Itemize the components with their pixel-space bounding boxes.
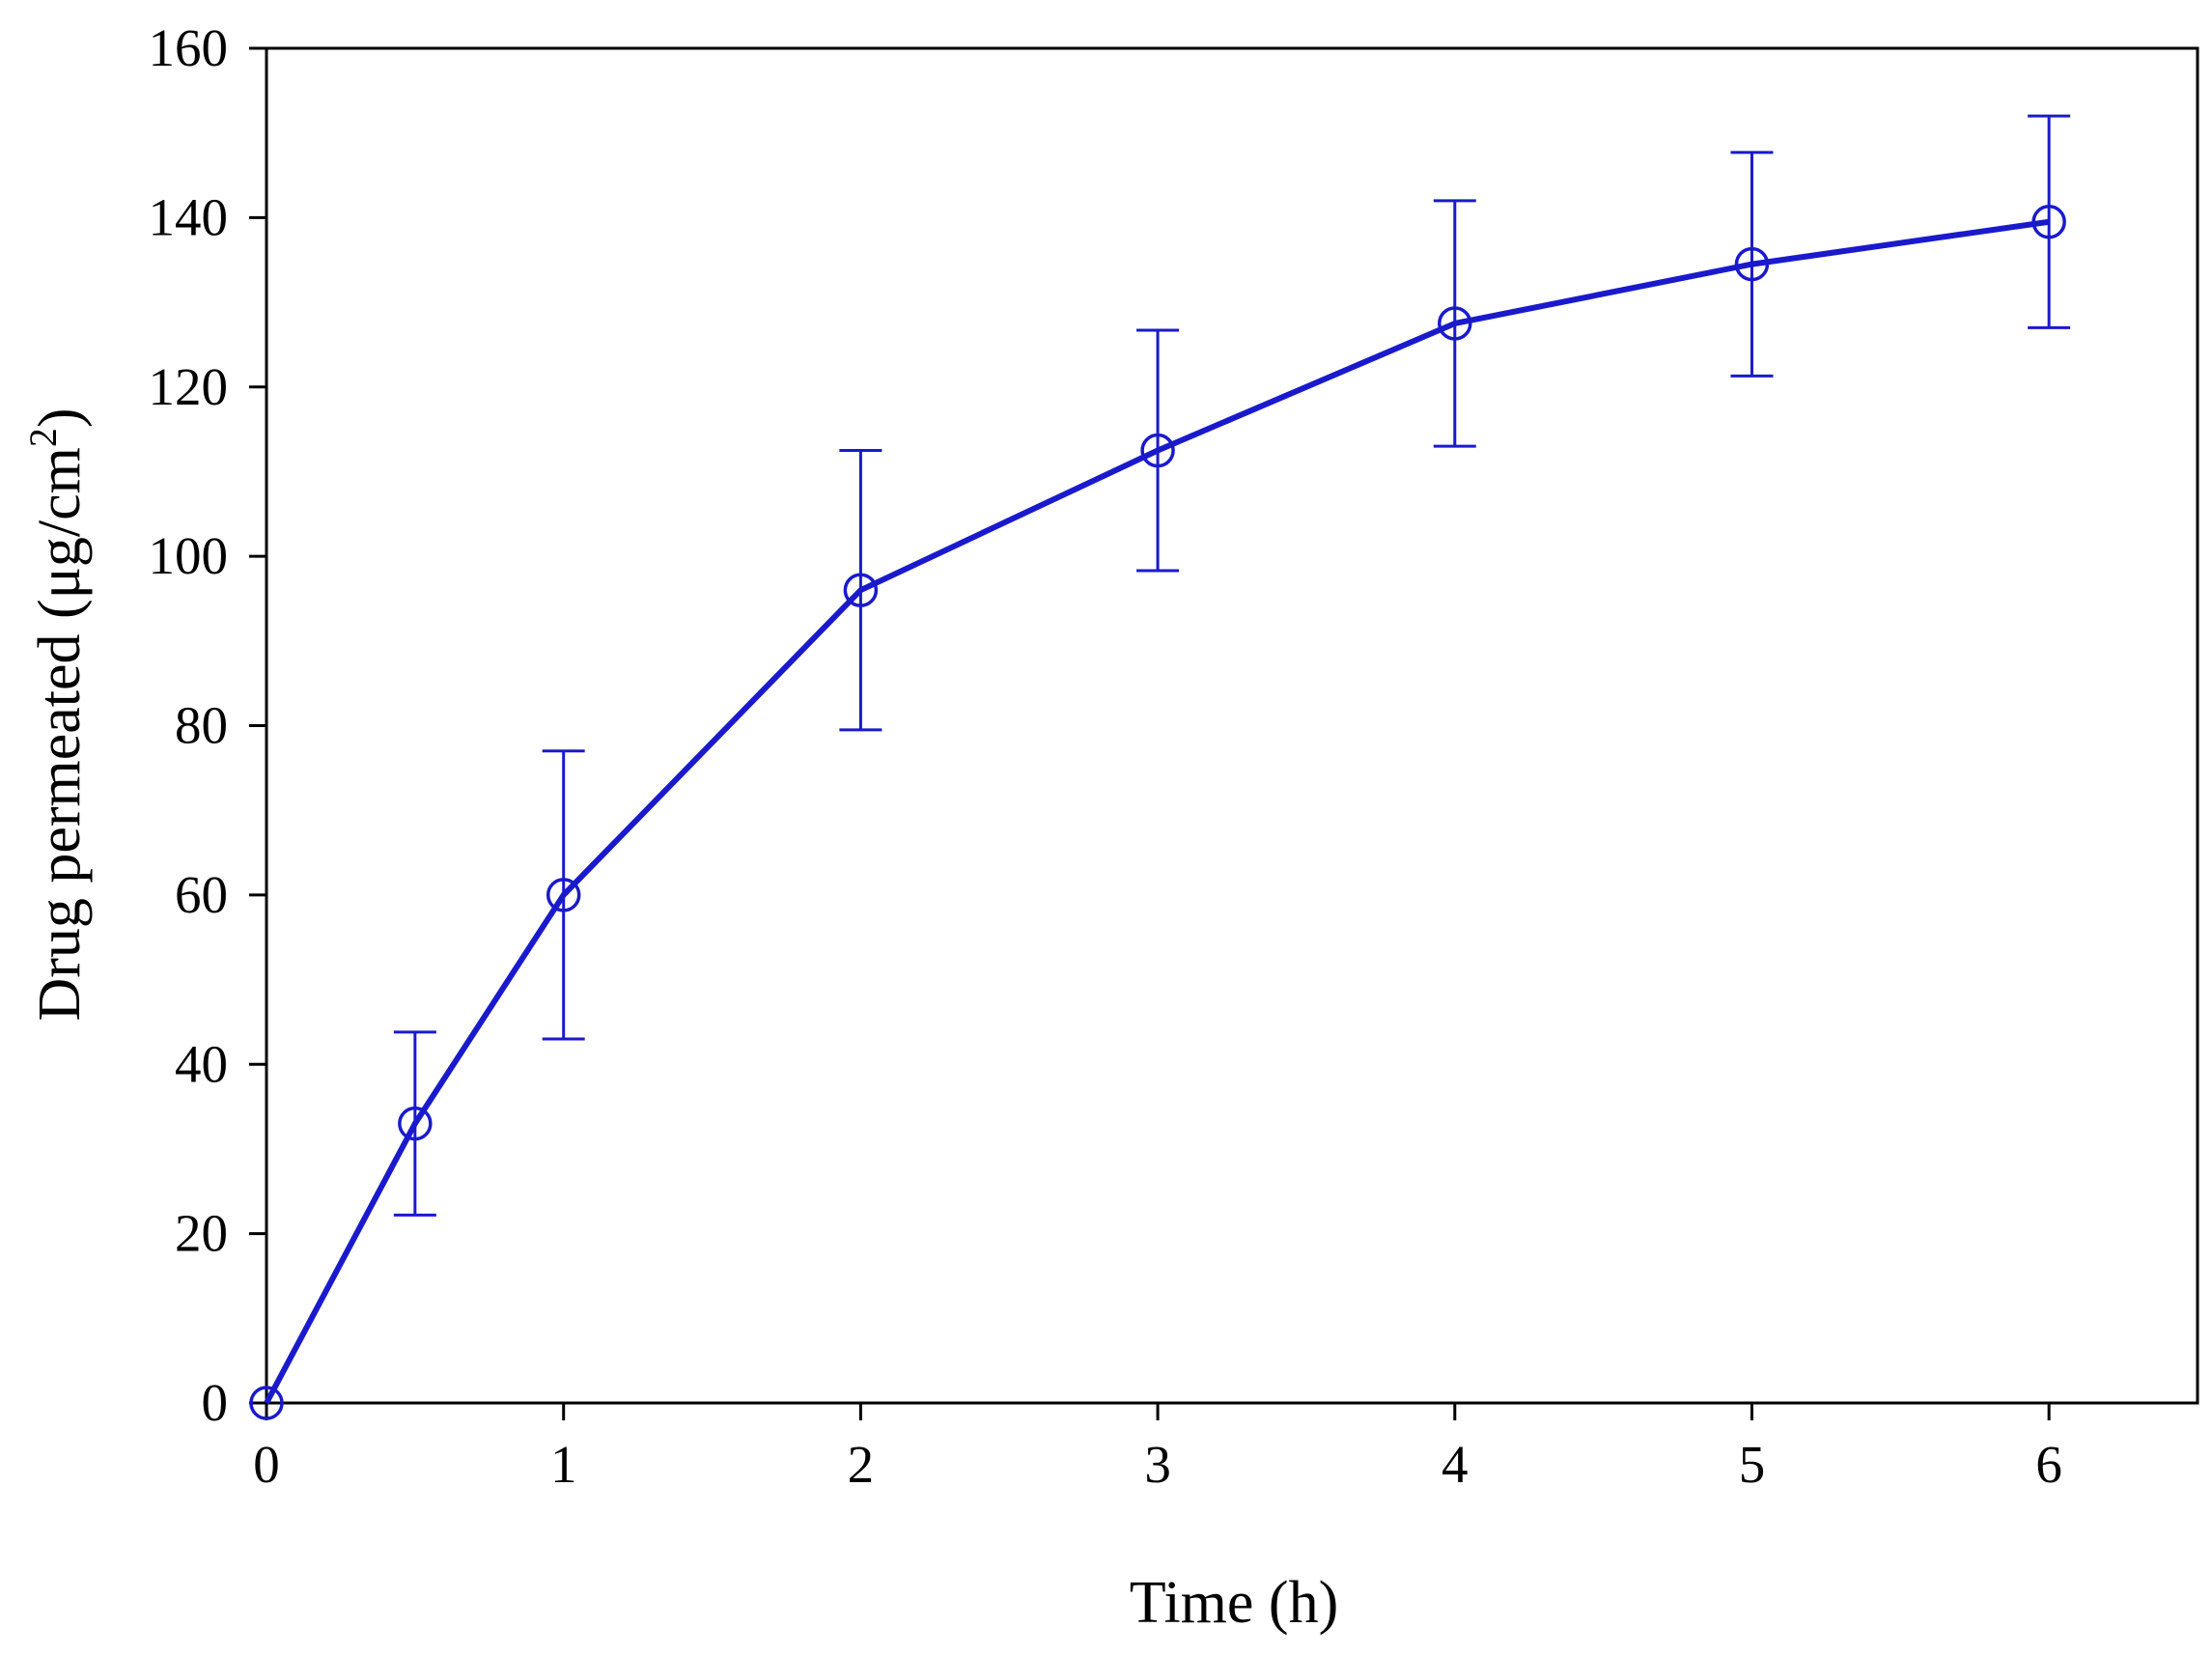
series-line [264, 218, 2050, 1405]
data-point-marker [1438, 306, 1472, 341]
x-tick-label: 0 [253, 1435, 280, 1494]
x-tick-label: 2 [848, 1435, 875, 1494]
y-axis-title-close: ) [27, 407, 93, 428]
data-points [249, 205, 2066, 1420]
x-tick-label: 4 [1442, 1435, 1469, 1494]
data-point-marker [1734, 246, 1770, 282]
y-tick-label: 0 [202, 1373, 229, 1432]
data-point-marker [843, 573, 879, 607]
data-point-marker [1140, 433, 1175, 468]
data-point-marker [398, 1106, 433, 1141]
data-point-marker [249, 1386, 284, 1420]
y-axis-title-main: Drug permeated (μg/cm [27, 447, 93, 1021]
x-axis-title: Time (h) [1130, 1570, 1338, 1636]
y-tick-label: 60 [175, 865, 228, 924]
y-tick-label: 80 [175, 696, 228, 755]
y-axis-title: Drug permeated (μg/cm2) [21, 407, 93, 1021]
y-tick-label: 120 [149, 357, 229, 416]
data-point-marker [2031, 205, 2066, 239]
x-tick-label: 3 [1144, 1435, 1171, 1494]
x-tick-label: 1 [550, 1435, 577, 1494]
y-tick-label: 140 [149, 187, 229, 246]
y-tick-label: 160 [149, 18, 229, 77]
y-tick-label: 20 [175, 1204, 228, 1263]
plot-frame [265, 46, 2199, 1405]
error-bars [393, 114, 2071, 1217]
y-tick-label: 40 [175, 1034, 228, 1093]
y-axis-title-superscript: 2 [21, 428, 65, 447]
x-tick-label: 5 [1739, 1435, 1766, 1494]
data-point-marker [546, 878, 581, 912]
y-tick-label: 100 [149, 526, 229, 585]
x-tick-label: 6 [2035, 1435, 2062, 1494]
series-line-group [264, 218, 2050, 1405]
